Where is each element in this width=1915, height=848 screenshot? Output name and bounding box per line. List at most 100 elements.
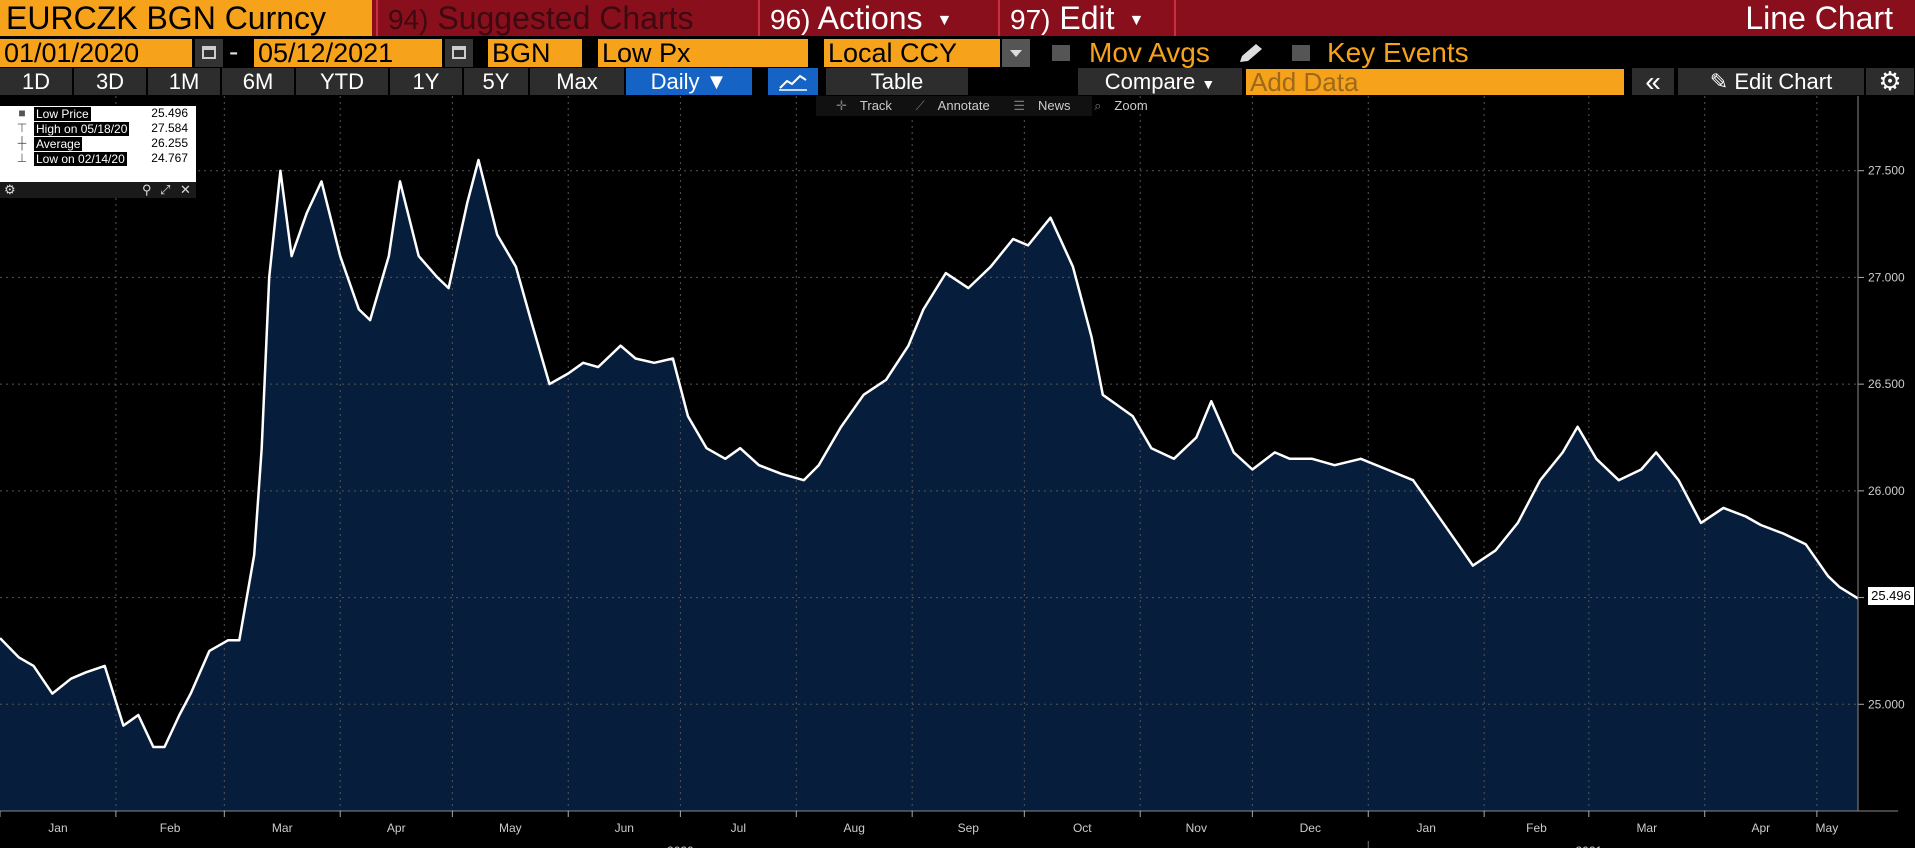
x-tick-label: Mar xyxy=(272,821,293,835)
suggested-charts-number: 94) xyxy=(388,4,429,35)
pencil-icon: ✎ xyxy=(1709,69,1729,94)
legend-label: Low Price xyxy=(34,107,91,121)
line-chart-glyph xyxy=(779,74,807,91)
high-marker-icon: ⊤ xyxy=(16,121,28,135)
compare-label: Compare xyxy=(1104,69,1196,94)
ticker-field[interactable]: EURCZK BGN Curncy xyxy=(0,0,372,36)
last-value-label: 25.496 xyxy=(1868,587,1914,605)
pencil-icon[interactable] xyxy=(1236,42,1266,64)
x-tick-label: Nov xyxy=(1186,821,1207,835)
legend-high: ⊤ High on 05/18/20 27.584 xyxy=(0,121,196,136)
double-chevron-left-icon[interactable]: « xyxy=(1632,68,1674,96)
line-chart-icon[interactable] xyxy=(768,68,818,95)
currency-selector[interactable]: Local CCY xyxy=(824,39,1000,67)
legend-value: 24.767 xyxy=(151,151,188,165)
chevron-down-icon: ▼ xyxy=(1128,11,1145,29)
legend-value: 25.496 xyxy=(151,106,188,120)
low-marker-icon: ⊥ xyxy=(16,151,28,165)
edit-chart-button[interactable]: ✎ Edit Chart xyxy=(1678,68,1864,95)
edit-number: 97) xyxy=(1010,4,1051,35)
gear-icon[interactable]: ⚙ xyxy=(1866,68,1914,95)
chart-toolbar: ✛ Track ⟋ Annotate ☰ News ⌕ Zoom xyxy=(816,96,1148,116)
edit-menu-button[interactable]: 97) Edit ▼ xyxy=(998,0,1176,36)
add-data-input[interactable]: Add Data xyxy=(1246,69,1624,95)
legend-value: 27.584 xyxy=(151,121,188,135)
annotate-tool[interactable]: ⟋ Annotate xyxy=(906,98,990,113)
crosshair-icon: ✛ xyxy=(836,98,847,113)
title-bar: EURCZK BGN Curncy 94) Suggested Charts 9… xyxy=(0,0,1915,36)
currency-dropdown-button[interactable] xyxy=(1002,39,1030,67)
legend-label: Average xyxy=(34,137,83,151)
actions-menu-button[interactable]: 96) Actions ▼ xyxy=(758,0,998,36)
mov-avgs-checkbox[interactable] xyxy=(1052,45,1070,61)
x-tick-label: May xyxy=(499,821,522,835)
expand-icon[interactable]: ⤢ xyxy=(160,182,171,197)
actions-label: Actions xyxy=(817,0,923,36)
news-label: News xyxy=(1038,98,1071,113)
frequency-dropdown[interactable]: Daily ▼ xyxy=(626,68,752,95)
period-3d-button[interactable]: 3D xyxy=(74,68,146,95)
field-selector[interactable]: Low Px xyxy=(598,39,808,67)
compare-dropdown[interactable]: Compare ▼ xyxy=(1078,68,1242,95)
table-button[interactable]: Table xyxy=(826,68,968,95)
period-5y-button[interactable]: 5Y xyxy=(464,68,528,95)
legend-label: High on 05/18/20 xyxy=(34,122,130,136)
year-label: 2020 xyxy=(667,844,694,848)
legend-toolbar: ⚙ ⚲ ⤢ ✕ xyxy=(0,182,196,198)
period-6m-button[interactable]: 6M xyxy=(222,68,294,95)
legend-value: 26.255 xyxy=(151,136,188,150)
gear-icon[interactable]: ⚙ xyxy=(4,182,16,197)
calendar-icon[interactable] xyxy=(445,39,473,67)
calendar-icon[interactable] xyxy=(195,39,223,67)
period-max-button[interactable]: Max xyxy=(530,68,624,95)
chevron-down-icon: ▼ xyxy=(936,11,953,29)
chart-legend[interactable]: ■ Low Price 25.496 ⊤ High on 05/18/20 27… xyxy=(0,106,196,198)
edit-chart-label: Edit Chart xyxy=(1734,69,1833,94)
chevron-down-icon: ▼ xyxy=(1201,76,1216,92)
price-chart[interactable]: 25.00025.50026.00026.50027.00027.500JanF… xyxy=(0,96,1915,848)
controls-bar: 01/01/2020 - 05/12/2021 BGN Low Px Local… xyxy=(0,36,1915,68)
x-tick-label: Jan xyxy=(48,821,67,835)
chart-area[interactable]: 25.00025.50026.00026.50027.00027.500JanF… xyxy=(0,96,1915,848)
zoom-tool[interactable]: ⌕ Zoom xyxy=(1084,98,1148,113)
news-tool[interactable]: ☰ News xyxy=(1003,98,1070,113)
y-tick-label: 27.500 xyxy=(1868,164,1905,178)
year-label: 2021 xyxy=(1575,844,1602,848)
track-tool[interactable]: ✛ Track xyxy=(826,98,892,113)
legend-label: Low on 02/14/20 xyxy=(34,152,127,166)
chevron-down-icon: ▼ xyxy=(705,69,728,94)
x-tick-label: Jan xyxy=(1417,821,1436,835)
legend-average: ┼ Average 26.255 xyxy=(0,136,196,151)
close-icon[interactable]: ✕ xyxy=(180,182,191,197)
legend-low-price: ■ Low Price 25.496 xyxy=(0,106,196,121)
date-separator: - xyxy=(229,36,239,67)
y-tick-label: 26.000 xyxy=(1868,484,1905,498)
actions-number: 96) xyxy=(770,4,811,35)
end-date-field[interactable]: 05/12/2021 xyxy=(254,39,442,67)
x-tick-label: Feb xyxy=(1526,821,1547,835)
period-1m-button[interactable]: 1M xyxy=(148,68,220,95)
source-field[interactable]: BGN xyxy=(488,39,582,67)
period-1d-button[interactable]: 1D xyxy=(0,68,72,95)
x-tick-label: Mar xyxy=(1636,821,1657,835)
suggested-charts-button[interactable]: 94) Suggested Charts xyxy=(376,0,758,36)
y-tick-label: 27.000 xyxy=(1868,270,1905,284)
zoom-icon: ⌕ xyxy=(1094,98,1102,113)
period-1y-button[interactable]: 1Y xyxy=(390,68,462,95)
x-tick-label: Apr xyxy=(387,821,406,835)
legend-low: ⊥ Low on 02/14/20 24.767 xyxy=(0,151,196,166)
zoom-label: Zoom xyxy=(1114,98,1148,113)
x-tick-label: Jul xyxy=(731,821,746,835)
period-bar: 1D 3D 1M 6M YTD 1Y 5Y Max Daily ▼ Table … xyxy=(0,68,1915,96)
start-date-field[interactable]: 01/01/2020 xyxy=(0,39,192,67)
pin-icon[interactable]: ⚲ xyxy=(142,182,152,197)
price-area xyxy=(0,160,1858,811)
track-label: Track xyxy=(859,98,892,113)
chart-type-title: Line Chart xyxy=(1745,0,1893,36)
average-marker-icon: ┼ xyxy=(17,136,27,150)
news-icon: ☰ xyxy=(1013,98,1025,113)
period-ytd-button[interactable]: YTD xyxy=(296,68,388,95)
x-tick-label: Sep xyxy=(958,821,980,835)
x-tick-label: Oct xyxy=(1073,821,1092,835)
key-events-checkbox[interactable] xyxy=(1292,45,1310,61)
